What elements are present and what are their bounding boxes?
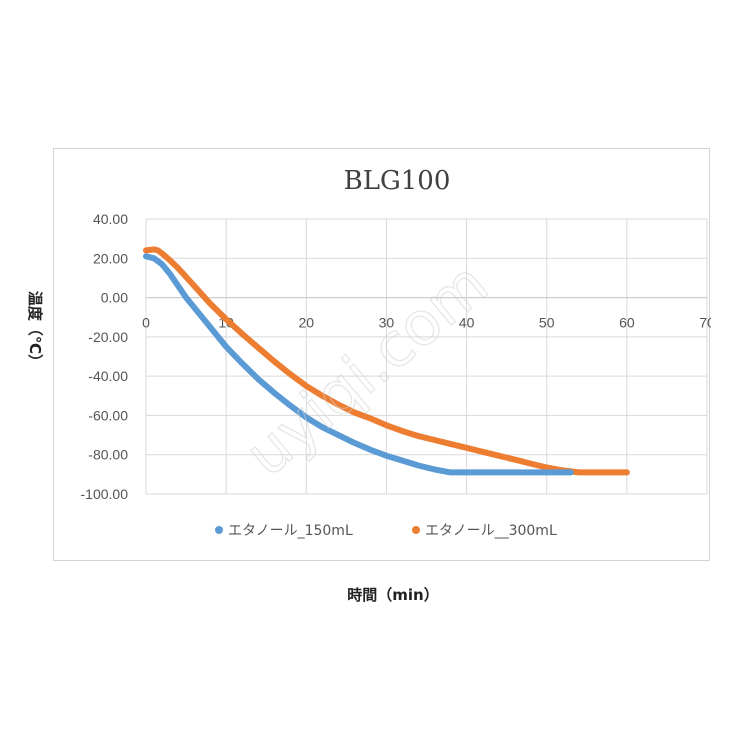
y-tick-label: -20.00 (88, 329, 128, 345)
y-tick-label: 0.00 (101, 290, 128, 306)
chart-svg: BLG100 40.00 20.00 0.00 -20.00 -40.00 -60.00 -… (81, 166, 711, 539)
x-tick-label: 70 (699, 315, 711, 331)
y-tick-label: -100.00 (81, 486, 129, 502)
x-tick-label: 0 (142, 315, 150, 331)
watermark: uyiqi.com (233, 249, 502, 490)
legend-label: エタノール__300mL (425, 523, 557, 539)
x-tick-label: 30 (379, 315, 395, 331)
chart-title: BLG100 (344, 166, 451, 196)
tick-layer: 40.00 20.00 0.00 -20.00 -40.00 -60.00 -80.00 -1… (81, 211, 711, 502)
series-line (143, 253, 574, 476)
x-tick-label: 20 (298, 315, 314, 331)
x-tick-label: 40 (459, 315, 475, 331)
x-axis-label: 時間（min） (347, 586, 438, 604)
legend: エタノール_150mL エタノール__300mL (215, 523, 557, 539)
legend-label: エタノール_150mL (228, 523, 353, 539)
y-tick-label: -40.00 (88, 368, 128, 384)
grid-layer (145, 218, 708, 495)
legend-marker (215, 526, 223, 534)
y-tick-label: 40.00 (93, 211, 128, 227)
series-layer (143, 246, 630, 476)
y-tick-label: -80.00 (88, 447, 128, 463)
legend-marker (412, 526, 420, 534)
y-axis-label: 温度（℃） (26, 291, 44, 369)
x-tick-label: 60 (619, 315, 635, 331)
x-tick-label: 50 (539, 315, 555, 331)
y-tick-label: -60.00 (88, 407, 128, 423)
series-line (143, 246, 630, 476)
y-tick-label: 20.00 (93, 250, 128, 266)
chart-area: BLG100 40.00 20.00 0.00 -20.00 -40.00 -60.00 -… (53, 148, 711, 561)
